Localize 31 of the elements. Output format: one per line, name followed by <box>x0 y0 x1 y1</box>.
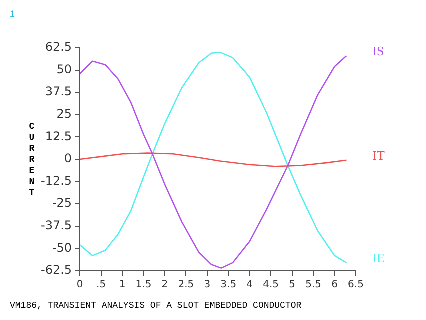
x-tick-label: 1 <box>119 280 126 291</box>
x-tick-label: 4.5 <box>263 280 280 291</box>
y-tick-label: 25 <box>56 107 72 122</box>
x-tick-label: 4 <box>246 280 254 291</box>
x-tick-label: 0 <box>76 280 84 291</box>
y-tick-label: -50 <box>52 240 72 255</box>
x-tick-label: .5 <box>96 280 106 291</box>
y-tick-label: 62.5 <box>45 40 72 54</box>
y-tick-label: 37.5 <box>45 84 72 99</box>
y-axis-title: CURRENT <box>29 122 36 198</box>
text: IT <box>372 148 385 163</box>
x-tick-label: 5 <box>289 280 296 291</box>
x-tick-label: 5.5 <box>306 280 322 291</box>
y-tick-label: 12.5 <box>45 129 72 144</box>
text: 1 <box>10 8 16 19</box>
y-tick-label: 50 <box>56 62 72 76</box>
y-tick-label: -25 <box>52 196 72 210</box>
y-tick-label: -12.5 <box>40 174 72 188</box>
y-tick-label: -37.5 <box>40 218 72 233</box>
x-tick-label: 6.5 <box>348 280 364 291</box>
y-tick-label: -62.5 <box>40 263 72 278</box>
y-tick-label: 0 <box>64 152 72 166</box>
x-tick-label: 2.5 <box>178 280 194 291</box>
text: IS <box>372 43 384 58</box>
x-tick-label: 2 <box>162 280 168 291</box>
text: IE <box>372 250 385 266</box>
x-tick-label: 1.5 <box>136 280 152 291</box>
text: VM186, TRANSIENT ANALYSIS OF A SLOT EMBEDDED CONDUCTOR <box>10 300 302 311</box>
x-tick-label: 3 <box>204 280 211 291</box>
x-tick-label: 6 <box>332 280 338 291</box>
x-tick-label: 3.5 <box>220 280 237 291</box>
